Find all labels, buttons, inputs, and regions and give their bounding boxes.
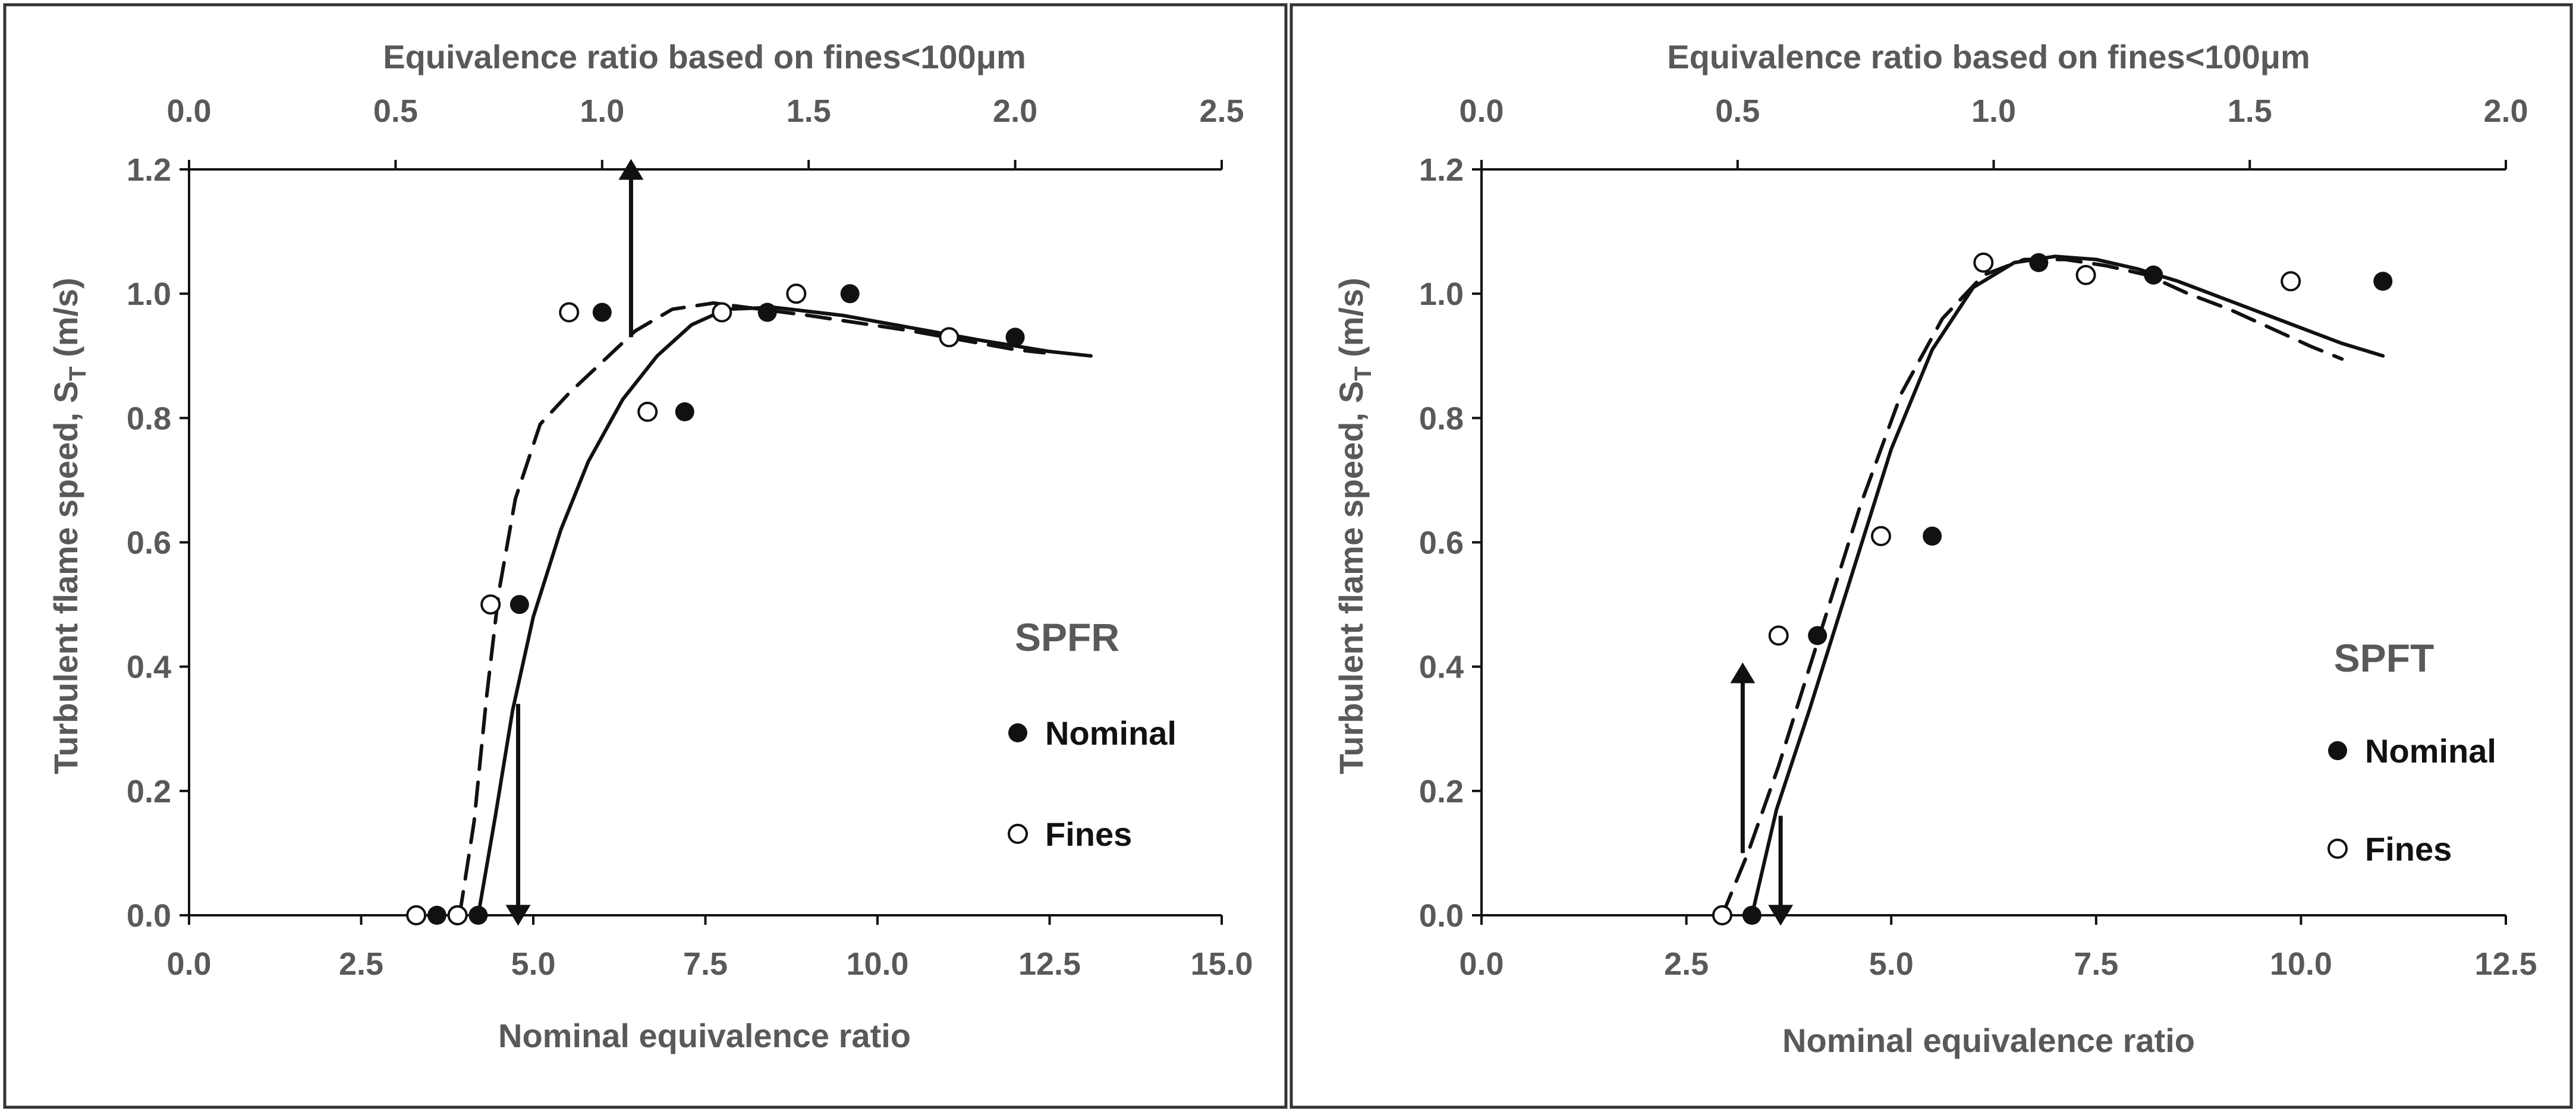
y-axis-title: Turbulent flame speed, ST (m/s): [47, 278, 91, 774]
fines-data-point: [447, 905, 468, 925]
x-tick-label: 7.5: [683, 946, 728, 982]
nominal-data-point: [2373, 272, 2393, 291]
x2-tick-label: 2.0: [993, 93, 1037, 129]
nominal-data-point: [2144, 265, 2163, 285]
x2-tick-label: 1.5: [787, 93, 831, 129]
x-axis-title: Nominal equivalence ratio: [1782, 1022, 2195, 1059]
x-tick-label: 0.0: [166, 946, 211, 982]
x-tick-label: 10.0: [846, 946, 908, 982]
nominal-fit-curve: [476, 305, 1093, 917]
x2-tick-label: 0.0: [166, 93, 211, 129]
x2-tick-label: 2.0: [2483, 93, 2528, 129]
fines-data-point: [480, 594, 501, 615]
y-axis-title-main: Turbulent flame speed, S: [1332, 381, 1370, 774]
nominal-data-point: [757, 303, 777, 322]
legend-label-fines: Fines: [2365, 830, 2452, 868]
nominal-data-point: [509, 595, 529, 615]
fines-data-point: [1768, 625, 1789, 646]
fines-data-point: [559, 302, 580, 323]
fines-data-point: [712, 302, 732, 323]
nominal-data-point: [840, 284, 860, 304]
x-tick-label: 5.0: [1869, 946, 1914, 982]
legend-label-nominal: Nominal: [1045, 714, 1177, 752]
x-tick-label: 2.5: [1664, 946, 1709, 982]
fines-fit-curve: [1720, 257, 2344, 917]
y-tick-label: 1.2: [127, 152, 171, 188]
chart-marks: 0.0 0.2 0.4 0.6 0.8 1.0 1.2 0.0 2.5 5.0 7.5 10.0 12.…: [1419, 93, 2537, 982]
y-tick-label: 0.0: [127, 898, 171, 934]
panel-spfr: 0.0 0.2 0.4 0.6 0.8 1.0 1.2 0.0 2.5 5.0 7.5 10.0 12.…: [3, 3, 1288, 1109]
panel-spft: 0.0 0.2 0.4 0.6 0.8 1.0 1.2 0.0 2.5 5.0 7.5 10.0 12.…: [1289, 3, 2573, 1109]
fines-data-point: [939, 327, 960, 348]
y-tick-label: 0.2: [1419, 774, 1464, 809]
y-tick-label: 0.8: [1419, 401, 1464, 436]
x2-tick-label: 1.5: [2228, 93, 2272, 129]
x2-tick-label: 1.0: [580, 93, 624, 129]
x-tick-label: 2.5: [339, 946, 383, 982]
x2-tick-label: 0.5: [1715, 93, 1760, 129]
y-tick-label: 0.2: [127, 774, 171, 809]
legend-marker-fines: [2327, 839, 2348, 859]
nominal-data-point: [1923, 527, 1942, 546]
y-axis-title-main: Turbulent flame speed, S: [47, 381, 84, 774]
x-tick-label: 12.5: [1018, 946, 1081, 982]
nominal-fit-curve: [1750, 254, 2385, 917]
panel-label: SPFR: [1015, 615, 1119, 659]
x2-axis-title: Equivalence ratio based on fines<100μm: [1667, 38, 2310, 75]
x2-axis-title: Equivalence ratio based on fines<100μm: [383, 38, 1026, 75]
legend-label-fines: Fines: [1045, 815, 1132, 853]
fines-data-point: [1712, 905, 1732, 925]
x-tick-label: 0.0: [1459, 946, 1504, 982]
legend-marker-fines: [1008, 824, 1028, 844]
legend-marker-nominal: [1008, 723, 1027, 742]
x-tick-label: 12.5: [2474, 946, 2537, 982]
fines-data-point: [1973, 252, 1994, 273]
y-axis-title-unit: (m/s): [1332, 278, 1370, 366]
chart-marks: 0.0 0.2 0.4 0.6 0.8 1.0 1.2 0.0 2.5 5.0 7.5 10.0 12.…: [127, 93, 1253, 982]
nominal-data-point: [675, 402, 694, 421]
x2-tick-label: 2.5: [1199, 93, 1244, 129]
fines-data-point: [637, 401, 658, 422]
fines-data-point: [2281, 271, 2301, 292]
x-tick-label: 15.0: [1190, 946, 1253, 982]
y-axis-title-sub: T: [65, 367, 91, 381]
nominal-data-point: [468, 906, 488, 925]
x-tick-label: 5.0: [511, 946, 555, 982]
x2-tick-label: 0.0: [1459, 93, 1504, 129]
x-tick-label: 10.0: [2270, 946, 2332, 982]
y-tick-label: 1.2: [1419, 152, 1464, 188]
fines-fit-curve: [458, 301, 1046, 917]
x-axis-title: Nominal equivalence ratio: [498, 1017, 911, 1054]
nominal-data-point: [2029, 253, 2049, 272]
nominal-data-point: [592, 303, 612, 322]
fines-data-point: [786, 283, 807, 304]
y-tick-label: 0.8: [127, 401, 171, 436]
y-axis-title-sub: T: [1350, 367, 1376, 381]
y-tick-label: 0.6: [1419, 525, 1464, 561]
nominal-data-point: [1005, 327, 1025, 347]
panel-frame: [1289, 3, 2573, 1109]
y-axis-title-unit: (m/s): [47, 278, 84, 366]
y-tick-label: 0.4: [127, 650, 171, 685]
y-tick-label: 1.0: [127, 276, 171, 312]
x-tick-label: 7.5: [2074, 946, 2118, 982]
legend-marker-nominal: [2328, 741, 2347, 760]
fines-data-point: [2075, 264, 2096, 285]
y-axis-title: Turbulent flame speed, ST (m/s): [1332, 278, 1376, 774]
fines-data-point: [1870, 526, 1891, 547]
panel-label: SPFT: [2334, 636, 2435, 680]
y-tick-label: 0.0: [1419, 898, 1464, 934]
y-tick-label: 1.0: [1419, 276, 1464, 312]
y-tick-label: 0.4: [1419, 650, 1464, 685]
nominal-data-point: [1742, 906, 1762, 925]
nominal-data-point: [1808, 626, 1828, 645]
y-tick-label: 0.6: [127, 525, 171, 561]
nominal-data-point: [427, 906, 446, 925]
legend-label-nominal: Nominal: [2365, 732, 2496, 770]
x2-tick-label: 1.0: [1971, 93, 2016, 129]
x2-tick-label: 0.5: [373, 93, 418, 129]
fines-data-point: [406, 905, 427, 925]
panel-frame: [3, 3, 1288, 1109]
